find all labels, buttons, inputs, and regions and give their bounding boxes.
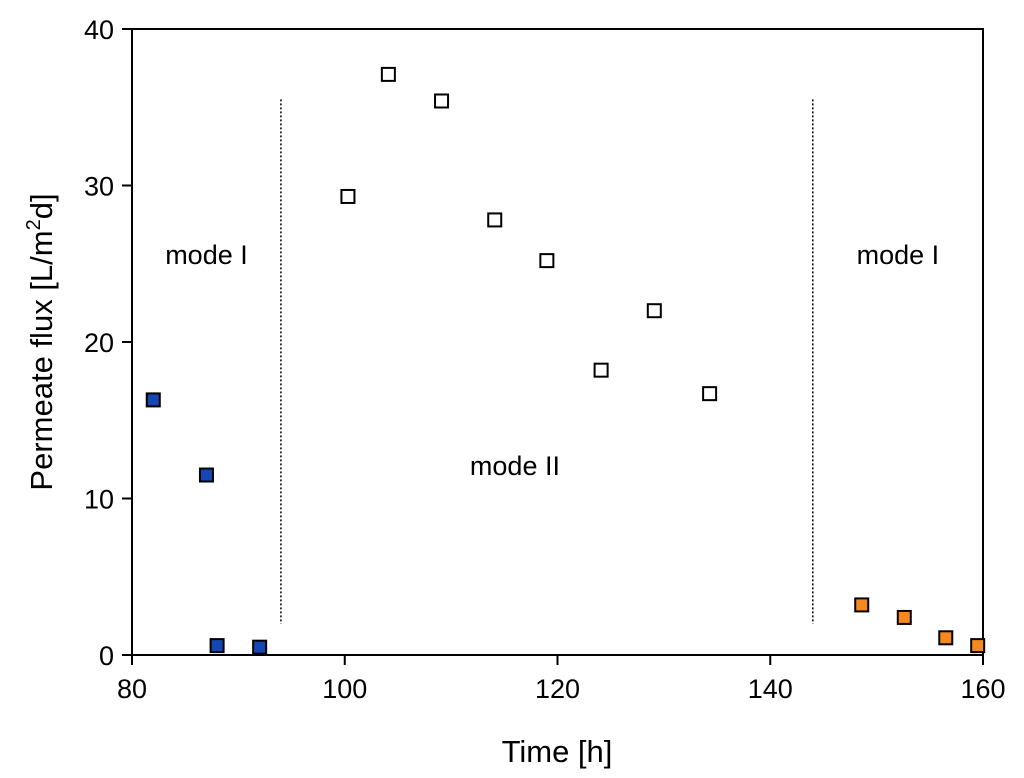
annotation-2: mode II <box>470 451 560 481</box>
data-point-series-3 <box>938 630 954 646</box>
plot-frame <box>131 28 984 656</box>
y-axis-title-prefix: Permeate flux [L/m <box>24 230 59 490</box>
data-point-series-2 <box>539 253 555 269</box>
x-axis-title: Time [h] <box>502 734 613 769</box>
y-axis-title: Permeate flux [L/m2d] <box>23 193 59 490</box>
data-points <box>145 66 986 655</box>
data-point-series-2 <box>646 303 662 319</box>
data-point-series-2 <box>487 212 503 228</box>
x-tick-label: 120 <box>535 674 580 704</box>
x-tick-label: 140 <box>748 674 793 704</box>
y-axis: 0 10 20 30 40 <box>84 15 132 671</box>
y-tick-label: 30 <box>84 172 114 202</box>
y-tick-label: 0 <box>99 641 114 671</box>
data-point-series-3 <box>970 638 986 654</box>
data-point-series-1 <box>198 467 214 483</box>
y-axis-title-superscript: 2 <box>23 219 45 230</box>
mode-boundaries <box>280 99 814 624</box>
x-tick-label: 100 <box>322 674 367 704</box>
data-point-series-2 <box>380 66 396 82</box>
data-point-series-1 <box>145 392 161 408</box>
x-tick-label: 80 <box>117 674 147 704</box>
data-point-series-3 <box>896 609 912 625</box>
data-point-series-2 <box>702 386 718 402</box>
data-point-series-3 <box>854 597 870 613</box>
plot-area <box>131 28 984 656</box>
data-point-series-1 <box>252 639 268 655</box>
annotation-1: mode I <box>165 240 248 270</box>
annotation-3: mode I <box>857 240 940 270</box>
data-point-series-2 <box>434 93 450 109</box>
x-tick-label: 160 <box>960 674 1005 704</box>
x-axis: 80 100 120 140 160 <box>117 655 1006 704</box>
y-tick-label: 10 <box>84 485 114 515</box>
y-axis-title-suffix: d] <box>24 193 59 219</box>
data-point-series-2 <box>340 188 356 204</box>
y-tick-label: 40 <box>84 15 114 45</box>
annotations: mode I mode II mode I <box>165 240 939 481</box>
data-point-series-2 <box>593 362 609 378</box>
y-tick-label: 20 <box>84 328 114 358</box>
data-point-series-1 <box>209 638 225 654</box>
